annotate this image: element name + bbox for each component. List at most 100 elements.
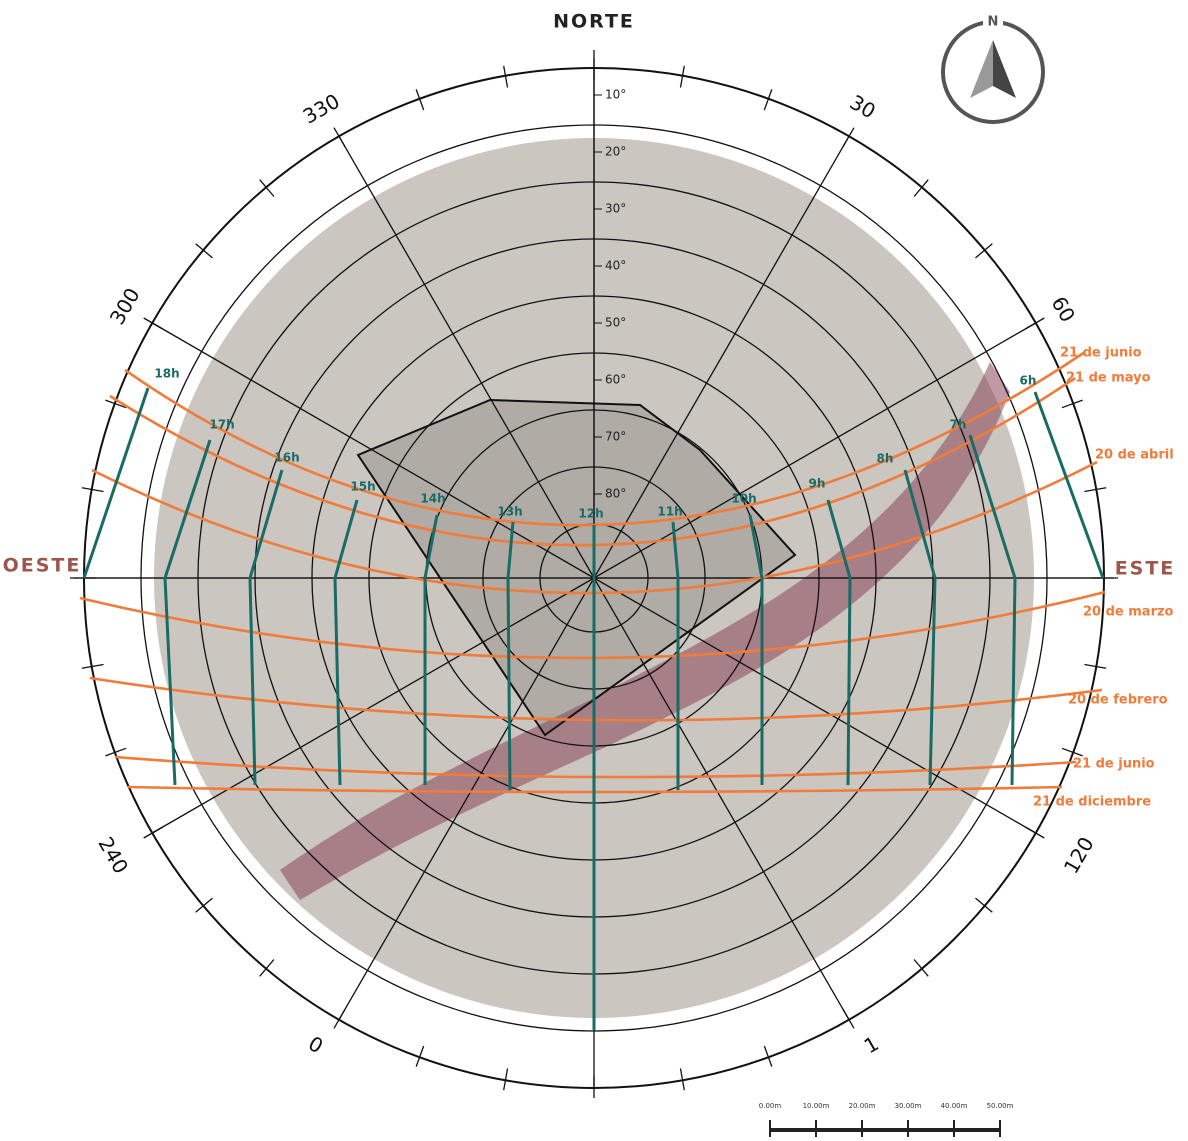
- azimuth-tick: [763, 89, 773, 111]
- hour-label: 11h: [657, 505, 682, 519]
- hour-line: [248, 469, 284, 786]
- date-label: 20 de marzo: [1083, 605, 1174, 620]
- azimuth-tick: [1024, 317, 1045, 330]
- azimuth-tick: [679, 65, 685, 88]
- date-label: 20 de febrero: [1068, 693, 1168, 708]
- west-label: OESTE: [3, 555, 82, 577]
- compass-label: N: [988, 15, 999, 30]
- altitude-label: 30°: [605, 202, 626, 216]
- azimuth-tick: [1084, 663, 1107, 669]
- azimuth-tick: [1084, 487, 1107, 493]
- date-label: 21 de mayo: [1066, 371, 1151, 386]
- azimuth-tick: [415, 89, 425, 111]
- azimuth-tick: [1024, 826, 1045, 839]
- street-band: [280, 362, 1010, 900]
- altitude-label: 50°: [605, 316, 626, 330]
- hour-line: [968, 434, 1017, 786]
- azimuth-label: 300: [105, 284, 145, 329]
- azimuth-tick: [105, 399, 127, 409]
- azimuth-tick: [259, 179, 275, 197]
- azimuth-tick: [81, 663, 104, 669]
- hour-line: [671, 521, 680, 790]
- sun-path-curves: [79, 350, 1106, 1030]
- scale-label: 50.00m: [987, 1102, 1014, 1110]
- azimuth-label: 240: [93, 833, 133, 878]
- east-label: ESTE: [1115, 558, 1176, 580]
- hour-label: 9h: [809, 477, 826, 491]
- hour-label: 8h: [877, 452, 894, 466]
- hour-line: [748, 514, 764, 785]
- scale-label: 40.00m: [941, 1102, 968, 1110]
- azimuth-tick: [415, 1045, 425, 1067]
- date-label: 20 de abril: [1095, 448, 1174, 463]
- scale-label: 0.00m: [759, 1102, 782, 1110]
- hour-label: 18h: [154, 367, 179, 381]
- azimuth-tick: [143, 317, 164, 330]
- hour-line: [826, 499, 852, 786]
- azimuth-tick: [1061, 747, 1083, 757]
- azimuth-line: [338, 577, 595, 1020]
- azimuth-tick: [333, 1008, 346, 1029]
- azimuth-label: 60: [1047, 292, 1081, 326]
- hour-line: [506, 521, 515, 791]
- azimuth-tick: [842, 1008, 855, 1029]
- azimuth-line: [593, 577, 1036, 834]
- hour-label: 13h: [497, 505, 522, 519]
- azimuth-tick: [975, 897, 993, 913]
- hour-label: 10h: [731, 492, 756, 506]
- azimuth-line: [152, 577, 595, 834]
- scale-label: 10.00m: [803, 1102, 830, 1110]
- date-label: 21 de junio: [1073, 757, 1155, 772]
- azimuth-line: [152, 322, 595, 579]
- azimuth-label: 1: [860, 1031, 883, 1058]
- date-label: 21 de diciembre: [1033, 795, 1151, 810]
- azimuth-tick: [105, 747, 127, 757]
- compass: N: [941, 12, 1045, 124]
- azimuth-tick: [913, 179, 929, 197]
- hour-label: 17h: [209, 418, 234, 432]
- altitude-label: 10°: [605, 88, 626, 102]
- azimuth-tick: [763, 1045, 773, 1067]
- hour-line: [423, 514, 439, 785]
- azimuth-tick: [503, 1068, 509, 1091]
- azimuth-line: [593, 577, 850, 1020]
- hour-label: 15h: [350, 480, 375, 494]
- azimuth-line: [593, 136, 850, 579]
- altitude-label: 20°: [605, 145, 626, 159]
- azimuth-line: [593, 322, 1036, 579]
- hour-label: 6h: [1020, 374, 1037, 388]
- hour-label: 14h: [420, 492, 445, 506]
- hour-label: 12h: [578, 507, 603, 521]
- hour-line: [1033, 391, 1105, 579]
- scale-label: 30.00m: [895, 1102, 922, 1110]
- azimuth-line: [338, 136, 595, 579]
- azimuth-tick: [975, 243, 993, 259]
- altitude-label: 80°: [605, 487, 626, 501]
- azimuth-tick: [81, 487, 104, 493]
- scale-label: 20.00m: [849, 1102, 876, 1110]
- scale-bar: [769, 1120, 1001, 1137]
- north-label: NORTE: [553, 11, 635, 33]
- azimuth-tick: [195, 897, 213, 913]
- azimuth-tick: [503, 65, 509, 88]
- hour-line: [333, 499, 359, 786]
- azimuth-label: 0: [304, 1031, 327, 1058]
- azimuth-label: 30: [846, 90, 880, 124]
- hour-label: 16h: [274, 451, 299, 465]
- altitude-label: 40°: [605, 259, 626, 273]
- azimuth-tick: [679, 1068, 685, 1091]
- hour-line: [82, 387, 150, 579]
- azimuth-tick: [259, 959, 275, 977]
- azimuth-tick: [913, 959, 929, 977]
- azimuth-tick: [333, 127, 346, 148]
- altitude-label: 60°: [605, 373, 626, 387]
- hour-line: [903, 469, 937, 786]
- date-label: 21 de junio: [1060, 346, 1142, 361]
- hour-line: [163, 439, 212, 786]
- azimuth-tick: [842, 127, 855, 148]
- hour-label: 7h: [950, 418, 967, 432]
- altitude-label: 70°: [605, 430, 626, 444]
- azimuth-label: 120: [1059, 833, 1099, 878]
- azimuth-label: 330: [299, 89, 344, 129]
